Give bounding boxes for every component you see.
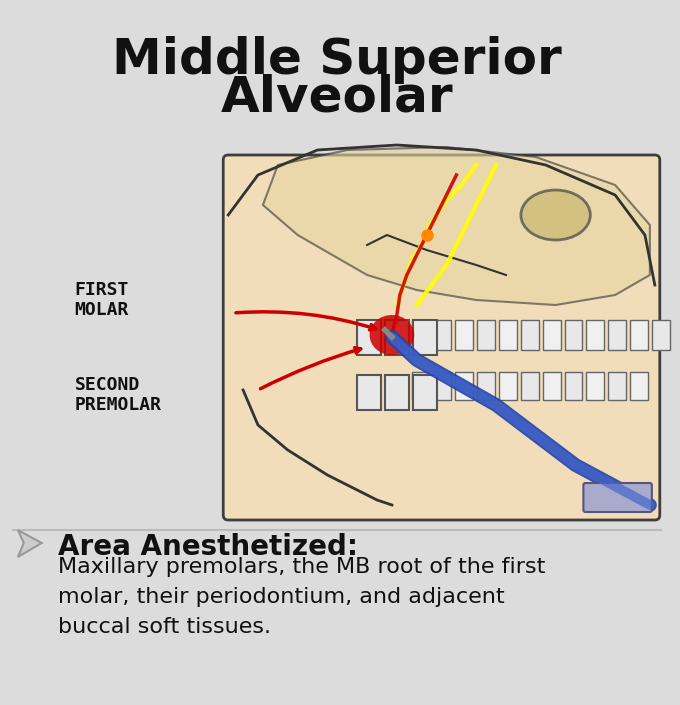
Bar xyxy=(499,320,517,350)
Bar xyxy=(564,320,582,350)
Bar xyxy=(608,320,626,350)
Text: Area Anesthetized:: Area Anesthetized: xyxy=(58,533,358,561)
Bar xyxy=(652,320,670,350)
Bar xyxy=(413,320,437,355)
Bar xyxy=(521,372,539,400)
Bar xyxy=(477,372,495,400)
Bar xyxy=(586,320,605,350)
Bar xyxy=(385,320,409,355)
Bar xyxy=(630,372,648,400)
Ellipse shape xyxy=(521,190,590,240)
Bar xyxy=(456,372,473,400)
Bar xyxy=(543,372,560,400)
Bar xyxy=(434,320,452,350)
Bar xyxy=(477,320,495,350)
FancyBboxPatch shape xyxy=(583,483,652,512)
Bar xyxy=(608,372,626,400)
Bar xyxy=(357,375,381,410)
Text: Alveolar: Alveolar xyxy=(221,73,454,121)
Text: Middle Superior: Middle Superior xyxy=(112,36,562,84)
Text: SECOND
PREMOLAR: SECOND PREMOLAR xyxy=(74,376,161,415)
Text: Maxillary premolars, the MB root of the first
molar, their periodontium, and adj: Maxillary premolars, the MB root of the … xyxy=(58,558,545,637)
Polygon shape xyxy=(263,147,650,305)
Bar xyxy=(521,320,539,350)
Text: FIRST
MOLAR: FIRST MOLAR xyxy=(74,281,129,319)
FancyBboxPatch shape xyxy=(223,155,660,520)
Bar xyxy=(434,372,452,400)
Bar xyxy=(499,372,517,400)
Bar xyxy=(456,320,473,350)
Bar xyxy=(412,320,430,350)
Bar xyxy=(385,375,409,410)
Bar xyxy=(412,372,430,400)
Bar xyxy=(630,320,648,350)
Polygon shape xyxy=(18,530,41,557)
Bar xyxy=(586,372,605,400)
Bar xyxy=(564,372,582,400)
Ellipse shape xyxy=(370,315,414,355)
Bar xyxy=(357,320,381,355)
Bar xyxy=(543,320,560,350)
Bar xyxy=(413,375,437,410)
